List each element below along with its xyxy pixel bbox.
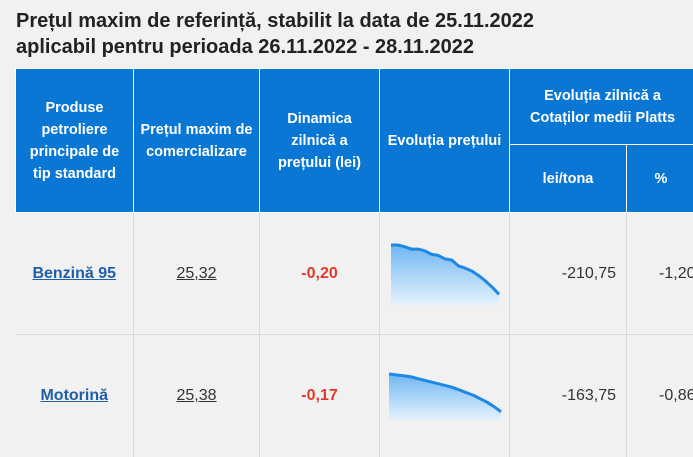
dynamic-cell: -0,17: [260, 335, 380, 457]
sparkline-area: [391, 245, 499, 305]
table-row: Benzină 95 25,32 -0,20 -210,75 -1,20: [16, 213, 693, 335]
dynamic-value: -0,20: [301, 265, 337, 282]
header-price: Prețul maxim de comercializare: [134, 69, 260, 213]
percent-cell: -1,20: [627, 213, 693, 335]
lei-tona-value: -163,75: [562, 387, 616, 404]
product-link-benzina[interactable]: Benzină 95: [32, 265, 116, 282]
percent-cell: -0,86: [627, 335, 693, 457]
evolution-cell: [380, 335, 510, 457]
lei-tona-cell: -210,75: [510, 213, 627, 335]
percent-value: -0,86: [659, 387, 693, 404]
evolution-cell: [380, 213, 510, 335]
price-cell: 25,32: [134, 213, 260, 335]
product-link-motorina[interactable]: Motorină: [40, 387, 108, 404]
header-dynamic: Dinamica zilnică a prețului (lei): [260, 69, 380, 213]
price-trend-sparkline: [389, 243, 501, 305]
product-cell: Benzină 95: [16, 213, 134, 335]
page-title: Prețul maxim de referință, stabilit la d…: [16, 8, 686, 60]
percent-value: -1,20: [659, 265, 693, 282]
product-cell: Motorină: [16, 335, 134, 457]
sparkline-area: [389, 374, 501, 420]
lei-tona-value: -210,75: [562, 265, 616, 282]
price-value[interactable]: 25,32: [176, 265, 216, 282]
dynamic-value: -0,17: [301, 387, 337, 404]
price-cell: 25,38: [134, 335, 260, 457]
lei-tona-cell: -163,75: [510, 335, 627, 457]
table-row: Motorină 25,38 -0,17 -163,75 -0,86: [16, 335, 693, 457]
price-trend-sparkline: [387, 372, 503, 420]
header-platts: Evoluția zilnică a Cotaților medii Platt…: [510, 69, 693, 145]
price-value[interactable]: 25,38: [176, 387, 216, 404]
header-evolution: Evoluția prețului: [380, 69, 510, 213]
price-table: Produse petroliere principale de tip sta…: [15, 68, 693, 457]
dynamic-cell: -0,20: [260, 213, 380, 335]
header-product: Produse petroliere principale de tip sta…: [16, 69, 134, 213]
header-lei-tona: lei/tona: [510, 145, 627, 213]
title-line-1: Prețul maxim de referință, stabilit la d…: [16, 10, 534, 32]
title-line-2: aplicabil pentru perioada 26.11.2022 - 2…: [16, 36, 474, 58]
header-percent: %: [627, 145, 693, 213]
